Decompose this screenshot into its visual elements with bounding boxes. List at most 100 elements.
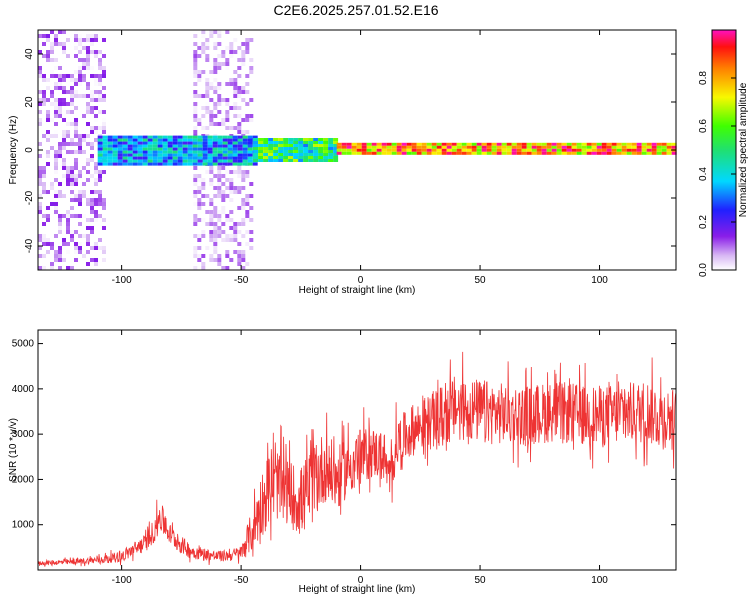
heatmap-cell [38, 118, 42, 122]
heatmap-cell [217, 110, 222, 114]
heatmap-cell [50, 94, 54, 98]
heatmap-cell [245, 198, 250, 202]
heatmap-cell [346, 142, 352, 146]
heatmap-cell [38, 66, 42, 70]
heatmap-cell [263, 147, 269, 150]
heatmap-cell [147, 153, 153, 157]
heatmap-cell [217, 30, 222, 34]
heatmap-cell [74, 70, 78, 74]
heatmap-cell [232, 159, 238, 163]
heatmap-cell [94, 126, 98, 130]
heatmap-cell [187, 162, 193, 166]
heatmap-cell [50, 90, 54, 94]
heatmap-cell [74, 230, 78, 234]
heatmap-cell [303, 159, 309, 162]
heatmap-cell [86, 38, 90, 42]
heatmap-cell [221, 210, 226, 214]
heatmap-cell [371, 151, 377, 155]
heatmap-cell [46, 34, 50, 38]
heatmap-cell [426, 142, 432, 146]
heatmap-cell [90, 198, 94, 202]
heatmap-cell [78, 134, 82, 138]
heatmap-cell [182, 144, 188, 148]
heatmap-cell [42, 182, 46, 186]
heatmap-cell [152, 162, 158, 166]
x-tick-label: 0 [358, 275, 364, 286]
heatmap-cell [162, 159, 168, 163]
heatmap-cell [247, 141, 253, 145]
heatmap-cell [233, 106, 238, 110]
heatmap-cell [62, 146, 66, 150]
heatmap-cell [401, 151, 407, 155]
heatmap-cell [78, 234, 82, 238]
heatmap-cell [132, 156, 138, 160]
heatmap-cell [486, 148, 492, 152]
heatmap-cell [94, 162, 98, 166]
heatmap-cell [516, 142, 522, 146]
heatmap-cell [556, 148, 562, 152]
heatmap-cell [90, 34, 94, 38]
heatmap-cell [98, 66, 102, 70]
heatmap-cell [54, 34, 58, 38]
heatmap-cell [86, 250, 90, 254]
heatmap-cell [98, 238, 102, 242]
heatmap-cell [58, 258, 62, 262]
heatmap-cell [42, 130, 46, 134]
heatmap-cell [273, 141, 279, 144]
heatmap-cell [222, 150, 228, 154]
heatmap-cell [54, 250, 58, 254]
heatmap-cell [526, 142, 532, 146]
heatmap-cell [361, 142, 367, 146]
heatmap-cell [97, 135, 103, 139]
heatmap-cell [66, 170, 70, 174]
heatmap-cell [58, 146, 62, 150]
heatmap-cell [42, 74, 46, 78]
y-tick-label: 2000 [12, 474, 35, 485]
heatmap-cell [303, 156, 309, 159]
heatmap-cell [94, 166, 98, 170]
heatmap-cell [646, 142, 652, 146]
heatmap-cell [213, 66, 218, 70]
colorbar-gradient [712, 30, 736, 270]
colorbar-label: Normalized spectral amplitude [738, 82, 749, 217]
heatmap-cell [42, 266, 46, 270]
heatmap-cell [132, 162, 138, 166]
heatmap-cell [62, 118, 66, 122]
heatmap-cell [177, 156, 183, 160]
heatmap-cell [237, 159, 243, 163]
heatmap-cell [90, 142, 94, 146]
heatmap-cell [258, 159, 264, 162]
heatmap-cell [74, 194, 78, 198]
heatmap-cell [333, 138, 339, 141]
heatmap-cell [221, 206, 226, 210]
heatmap-cell [511, 148, 517, 152]
y-tick-label: 5000 [12, 339, 35, 350]
heatmap-cell [626, 148, 632, 152]
heatmap-cell [70, 142, 74, 146]
heatmap-cell [241, 218, 246, 222]
heatmap-cell [481, 151, 487, 155]
heatmap-cell [366, 145, 372, 149]
heatmap-cell [351, 148, 357, 152]
heatmap-cell [661, 151, 667, 155]
heatmap-cell [54, 234, 58, 238]
heatmap-cell [86, 62, 90, 66]
heatmap-cell [112, 159, 118, 163]
heatmap-cell [546, 145, 552, 149]
heatmap-cell [82, 58, 86, 62]
heatmap-cell [288, 144, 294, 147]
heatmap-cell [217, 153, 223, 157]
heatmap-cell [651, 142, 657, 146]
heatmap-cell [94, 114, 98, 118]
heatmap-cell [197, 198, 202, 202]
heatmap-cell [521, 151, 527, 155]
heatmap-cell [237, 242, 242, 246]
heatmap-cell [127, 144, 133, 148]
heatmap-cell [229, 54, 234, 58]
heatmap-cell [217, 182, 222, 186]
heatmap-cell [531, 145, 537, 149]
heatmap-cell [58, 110, 62, 114]
heatmap-cell [94, 54, 98, 58]
heatmap-cell [197, 46, 202, 50]
